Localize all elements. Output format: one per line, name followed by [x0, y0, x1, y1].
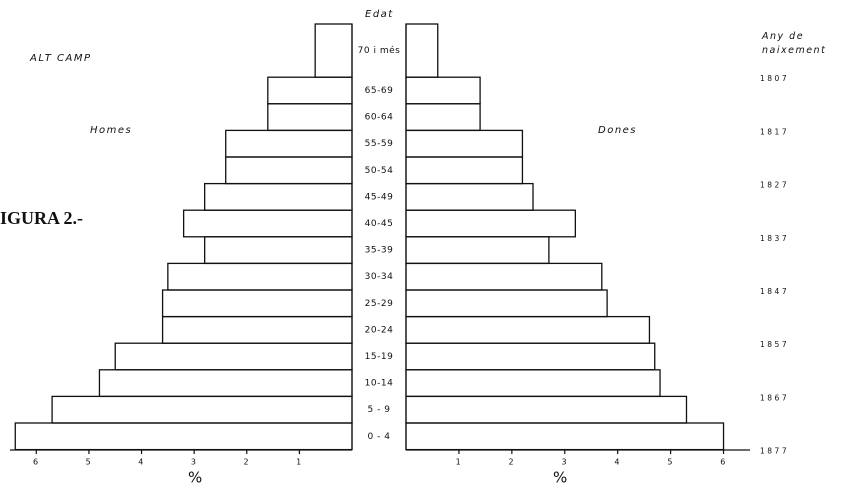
- age-label: 65-69: [365, 86, 394, 96]
- bar: [14, 422, 353, 451]
- bar: [225, 129, 353, 158]
- bar: [225, 156, 353, 185]
- age-label: 45-49: [365, 192, 394, 202]
- x-tick-label: 1: [456, 458, 463, 467]
- bar: [405, 23, 439, 78]
- x-tick-label: 4: [138, 458, 145, 467]
- bar: [405, 156, 524, 185]
- x-tick-label: 1: [296, 458, 303, 467]
- age-label: 10-14: [365, 379, 394, 389]
- birth-year: 1827: [760, 181, 789, 190]
- bar: [405, 315, 651, 344]
- x-tick-label: 6: [720, 458, 727, 467]
- birth-year: 1877: [760, 447, 789, 456]
- legend-homes: Homes: [90, 125, 132, 136]
- birth-year: 1807: [760, 74, 789, 83]
- legend-dones: Dones: [598, 125, 637, 136]
- bar: [182, 209, 353, 238]
- bar: [405, 129, 524, 158]
- bar: [405, 236, 550, 265]
- age-label: 60-64: [365, 113, 394, 123]
- bar: [204, 236, 353, 265]
- birth-year: 1837: [760, 234, 789, 243]
- bar: [405, 182, 534, 211]
- bar: [314, 23, 353, 78]
- bar: [405, 395, 688, 424]
- x-tick-label: 3: [191, 458, 198, 467]
- year-label: Any de naixement: [761, 31, 826, 56]
- age-label: 40-45: [365, 219, 394, 229]
- bar: [204, 182, 353, 211]
- bar: [51, 395, 353, 424]
- bar: [405, 422, 725, 451]
- bar: [267, 103, 353, 132]
- birth-year: 1857: [760, 340, 789, 349]
- birth-year: 1817: [760, 127, 789, 136]
- bar: [114, 342, 353, 371]
- bar: [405, 76, 481, 105]
- bar: [267, 76, 353, 105]
- bar: [405, 342, 656, 371]
- age-label: 30-34: [365, 272, 394, 282]
- bar: [161, 289, 353, 318]
- age-label: 20-24: [365, 325, 394, 335]
- x-axis-label: %: [553, 469, 569, 487]
- x-tick-label: 2: [509, 458, 516, 467]
- bar: [98, 369, 353, 398]
- x-tick-label: 3: [561, 458, 568, 467]
- age-label: 55-59: [365, 139, 394, 149]
- bar: [405, 369, 661, 398]
- x-tick-label: 2: [243, 458, 250, 467]
- x-tick-label: 4: [614, 458, 621, 467]
- bar: [405, 209, 577, 238]
- bar: [167, 262, 353, 291]
- age-label: 25-29: [365, 299, 394, 309]
- figure-label: IGURA 2.-: [0, 208, 83, 228]
- bar: [161, 315, 353, 344]
- chart-title: ALT CAMP: [29, 53, 92, 64]
- age-label: 15-19: [365, 352, 394, 362]
- x-tick-label: 5: [667, 458, 674, 467]
- x-tick-label: 5: [86, 458, 93, 467]
- bar: [405, 103, 481, 132]
- x-axis-label: %: [188, 469, 204, 487]
- age-label: 5 - 9: [368, 405, 391, 415]
- center-label: Edat: [365, 9, 394, 20]
- age-label: 0 - 4: [368, 432, 391, 442]
- age-label: 50-54: [365, 166, 394, 176]
- age-label: 70 i més: [358, 45, 401, 56]
- birth-year: 1847: [760, 287, 789, 296]
- bar: [405, 289, 608, 318]
- x-tick-label: 6: [33, 458, 40, 467]
- age-label: 35-39: [365, 246, 394, 256]
- birth-year: 1867: [760, 393, 789, 402]
- bar: [405, 262, 603, 291]
